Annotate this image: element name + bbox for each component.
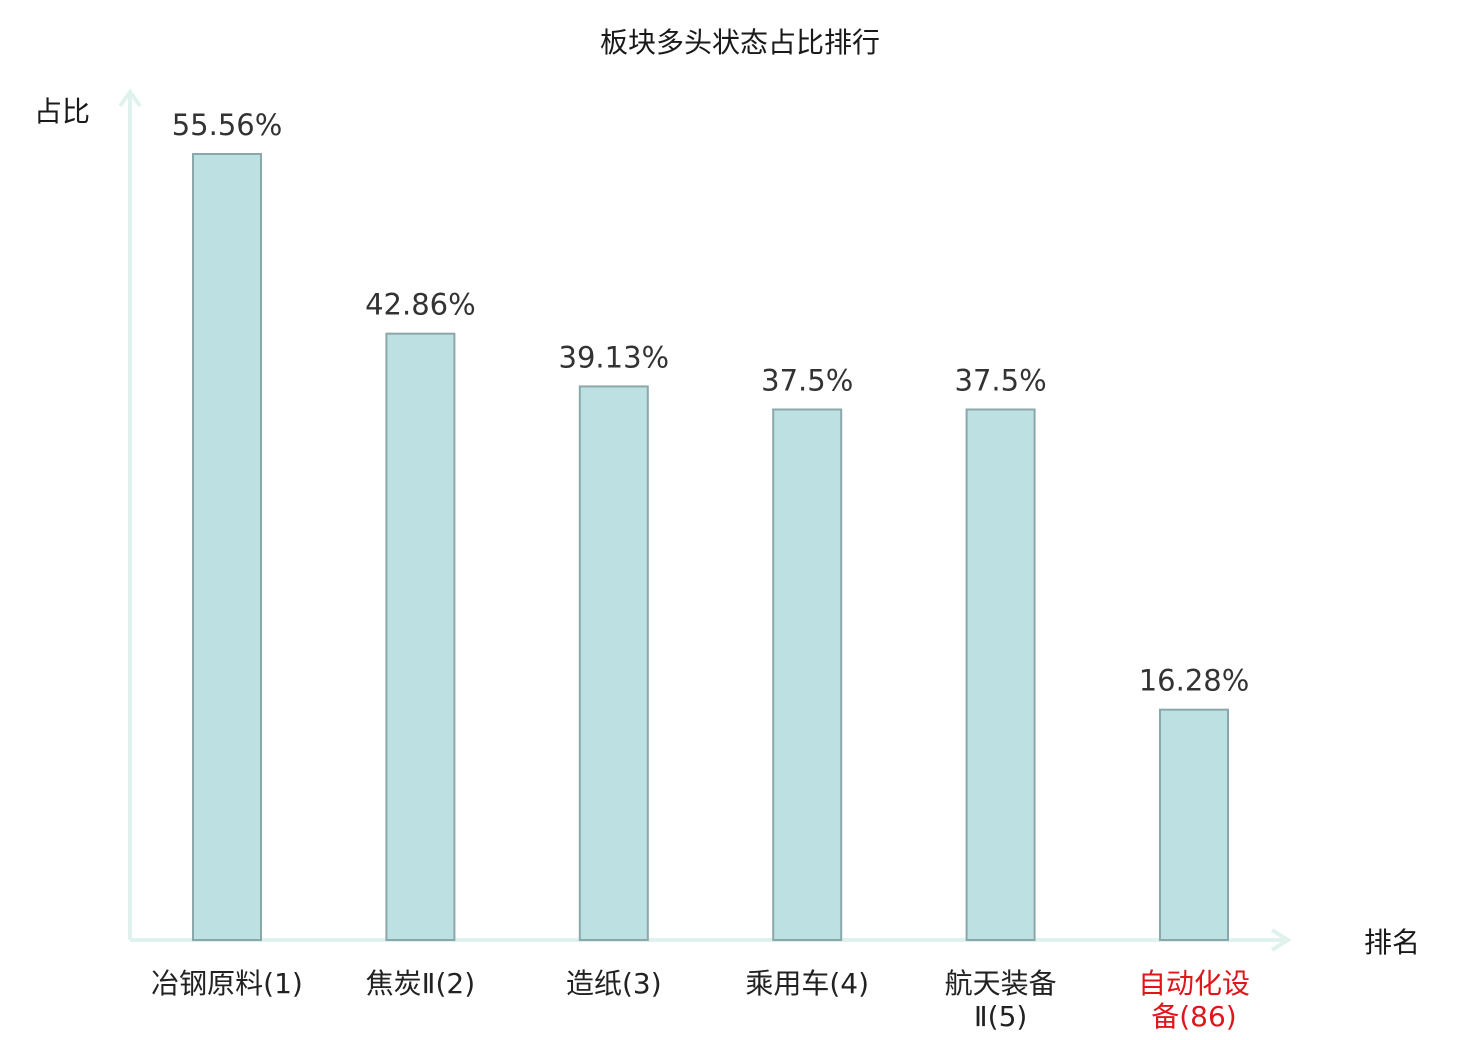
data-label: 42.86% — [365, 288, 476, 322]
bar — [192, 153, 262, 941]
bar — [772, 408, 843, 941]
chart-title: 板块多头状态占比排行 — [600, 26, 880, 59]
data-label: 37.5% — [761, 363, 853, 397]
data-label: 39.13% — [559, 340, 670, 374]
x-tick-label: 冶钢原料(1) — [151, 967, 303, 1000]
bars-group — [192, 153, 1229, 941]
y-axis-arrow-icon — [118, 88, 142, 108]
x-tick-label: Ⅱ(5) — [974, 1000, 1027, 1033]
bar — [578, 385, 649, 941]
axes — [118, 88, 1292, 952]
data-label: 55.56% — [172, 108, 283, 142]
bar — [1159, 708, 1229, 941]
x-axis-arrow-icon — [1270, 928, 1292, 952]
data-label: 37.5% — [955, 363, 1047, 397]
y-axis-label: 占比 — [34, 95, 90, 128]
x-tick-label: 焦炭Ⅱ(2) — [366, 967, 475, 1000]
x-axis-label: 排名 — [1364, 926, 1420, 959]
x-tick-label: 航天装备 — [945, 967, 1057, 1000]
x-tick-label: 备(86) — [1151, 1000, 1236, 1033]
x-tick-label: 自动化设 — [1138, 967, 1250, 1000]
bar — [385, 332, 456, 941]
x-tick-label: 乘用车(4) — [745, 967, 869, 1000]
x-tick-label: 造纸(3) — [566, 967, 662, 1000]
data-label: 16.28% — [1139, 664, 1250, 698]
value-labels-group: 55.56% 42.86% 39.13% 37.5% 37.5% 16.28% — [172, 108, 1250, 698]
bar — [965, 408, 1036, 941]
